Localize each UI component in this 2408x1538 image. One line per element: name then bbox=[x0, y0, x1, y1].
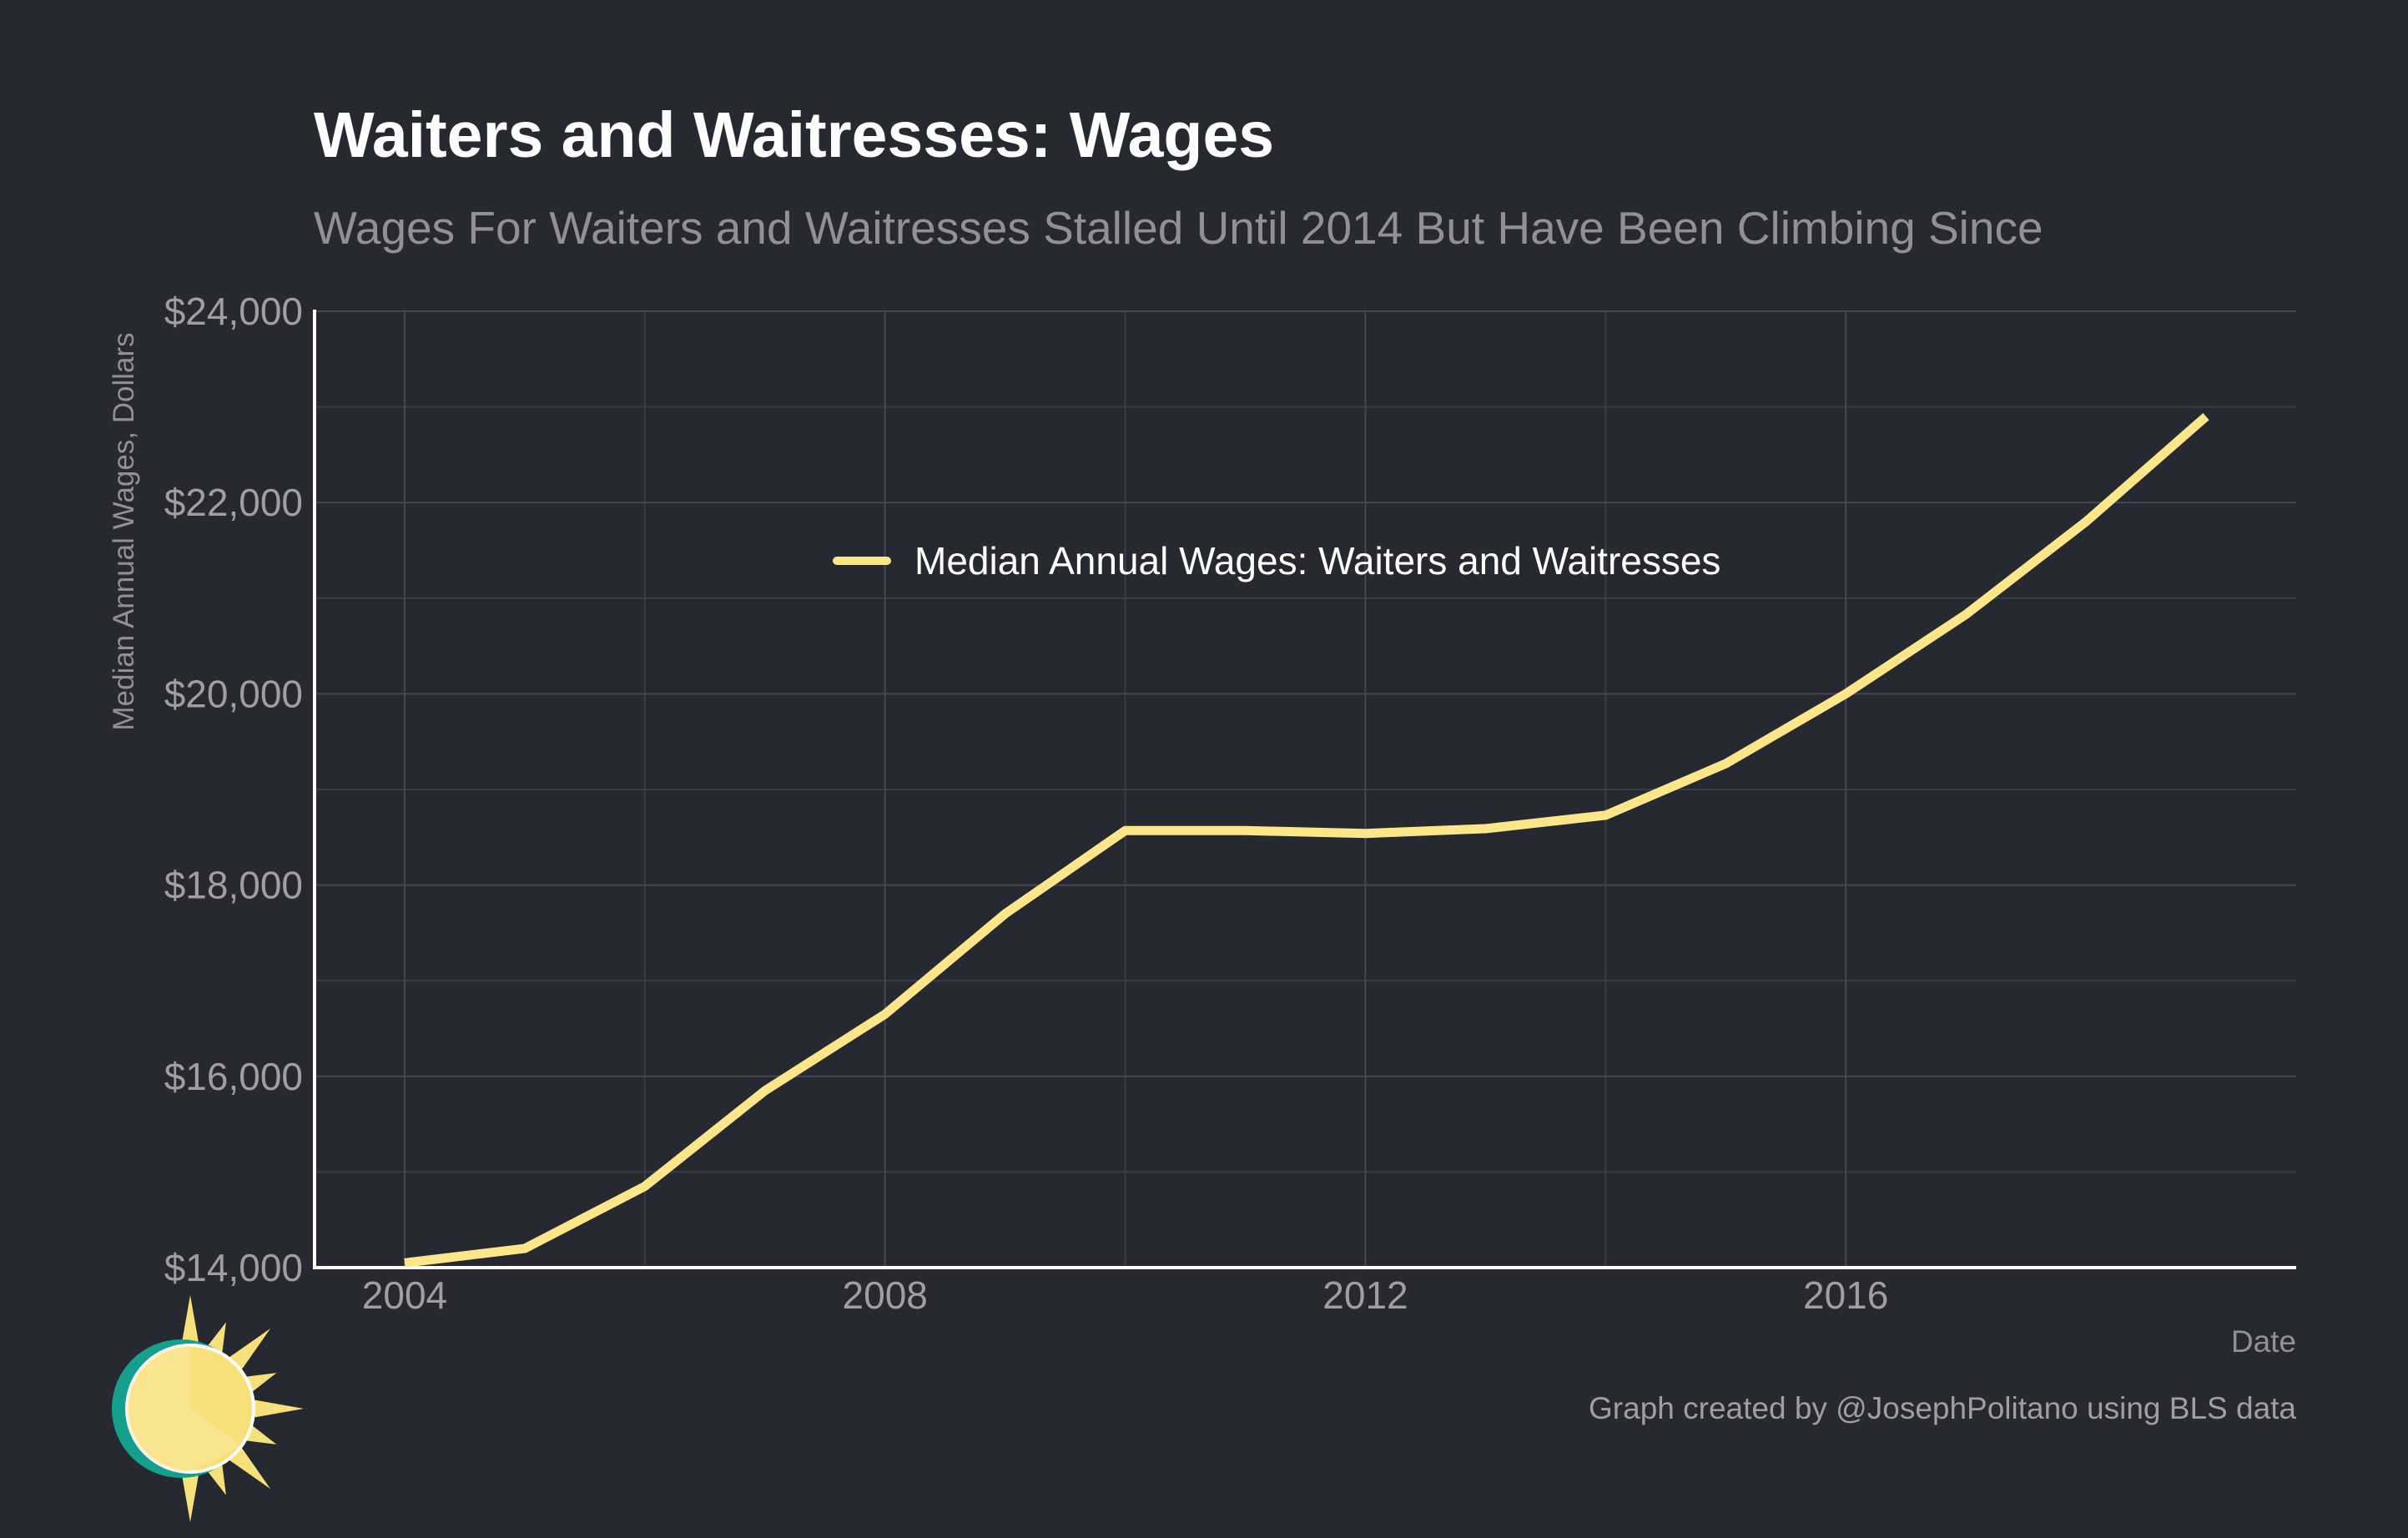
y-tick-label: $20,000 bbox=[164, 672, 303, 715]
y-tick-label: $18,000 bbox=[164, 864, 303, 907]
y-axis-label: Median Annual Wages, Dollars bbox=[108, 332, 140, 730]
x-tick-labels: 2004 2008 2012 2016 bbox=[362, 1273, 1889, 1317]
y-tick-labels: $14,000 $16,000 $18,000 $20,000 $22,000 $24,0… bbox=[164, 290, 303, 1289]
x-tick-label: 2012 bbox=[1322, 1273, 1408, 1317]
x-axis-label: Date bbox=[2231, 1324, 2296, 1359]
y-tick-label: $14,000 bbox=[164, 1246, 303, 1289]
series-layer bbox=[404, 412, 2209, 1268]
x-tick-label: 2008 bbox=[843, 1273, 928, 1317]
sun-logo bbox=[112, 1295, 304, 1522]
chart-subtitle: Wages For Waiters and Waitresses Stalled… bbox=[314, 202, 2043, 254]
series-line bbox=[404, 412, 2209, 1268]
y-tick-label: $16,000 bbox=[164, 1055, 303, 1098]
y-tick-label: $22,000 bbox=[164, 481, 303, 524]
legend: Median Annual Wages: Waiters and Waitres… bbox=[833, 539, 1720, 582]
grid-minor bbox=[315, 311, 2296, 1268]
sun-ray bbox=[180, 1295, 200, 1352]
y-tick-label: $24,000 bbox=[164, 290, 303, 333]
x-tick-label: 2016 bbox=[1803, 1273, 1888, 1317]
axes bbox=[313, 310, 2296, 1269]
chart-title: Waiters and Waitresses: Wages bbox=[314, 99, 1274, 171]
logo-sun-highlight bbox=[127, 1345, 242, 1472]
sun-ray bbox=[247, 1399, 304, 1419]
sun-ray bbox=[180, 1465, 200, 1522]
grid-major bbox=[315, 310, 2296, 1268]
chart-caption: Graph created by @JosephPolitano using B… bbox=[1589, 1391, 2296, 1425]
x-tick-label: 2004 bbox=[362, 1273, 447, 1317]
legend-label: Median Annual Wages: Waiters and Waitres… bbox=[914, 539, 1720, 582]
